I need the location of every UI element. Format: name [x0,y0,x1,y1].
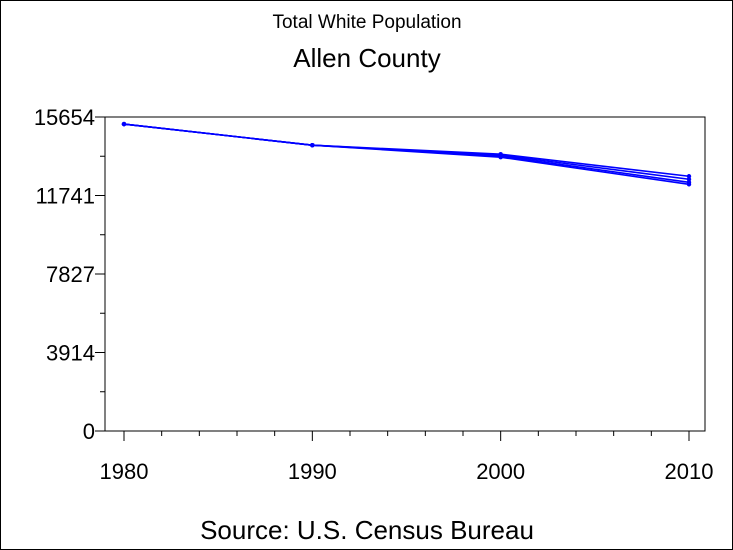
data-point [310,142,315,148]
x-axis: 1980 1990 2000 2010 [100,431,714,484]
x-tick-label: 2000 [476,459,525,484]
chart-subtitle: Allen County [293,43,440,73]
data-point [121,121,127,127]
chart-title: Total White Population [272,12,461,33]
x-tick-label: 2010 [665,459,714,484]
data-point [686,174,692,179]
plot-area [104,116,706,432]
y-tick-label: 3914 [46,340,95,365]
series-line [123,123,690,186]
data-point [498,154,503,160]
series-layer [121,121,692,187]
y-tick-label: 11741 [35,183,95,208]
data-point [686,177,692,182]
chart-footnote: Source: U.S. Census Bureau [200,515,534,545]
x-tick-label: 1980 [100,459,149,484]
y-tick-label: 0 [83,419,95,444]
y-axis: 0 3914 7827 11741 15654 [34,105,105,444]
x-tick-label: 1990 [288,459,337,484]
y-tick-label: 7827 [46,262,95,287]
y-tick-label: 15654 [34,105,95,130]
data-point [686,182,692,187]
